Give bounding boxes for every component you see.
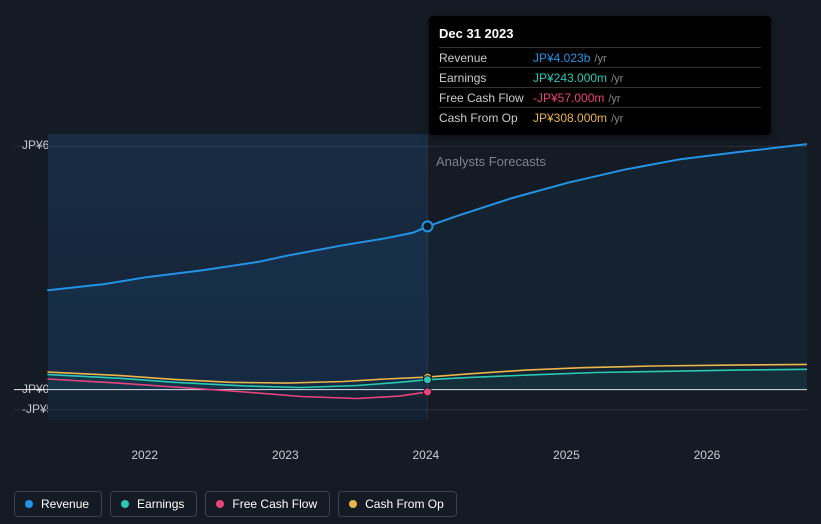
legend-label: Free Cash Flow (232, 497, 317, 511)
legend-dot-icon (121, 500, 129, 508)
tooltip-label: Earnings (439, 71, 533, 85)
tooltip-unit: /yr (594, 53, 606, 65)
legend-label: Earnings (137, 497, 184, 511)
legend-dot-icon (349, 500, 357, 508)
tooltip-unit: /yr (608, 93, 620, 105)
legend-label: Cash From Op (365, 497, 444, 511)
tooltip-row-revenue: Revenue JP¥4.023b /yr (439, 48, 761, 68)
tooltip-label: Cash From Op (439, 111, 533, 125)
tooltip-label: Free Cash Flow (439, 91, 533, 105)
tooltip-unit: /yr (611, 73, 623, 85)
legend-item-revenue[interactable]: Revenue (14, 491, 102, 517)
chart-tooltip: Dec 31 2023 Revenue JP¥4.023b /yr Earnin… (429, 16, 771, 135)
tooltip-row-fcf: Free Cash Flow -JP¥57.000m /yr (439, 88, 761, 108)
tooltip-row-cfo: Cash From Op JP¥308.000m /yr (439, 108, 761, 127)
tooltip-label: Revenue (439, 51, 533, 65)
tooltip-value: JP¥243.000m (533, 71, 607, 85)
tooltip-row-earnings: Earnings JP¥243.000m /yr (439, 68, 761, 88)
tooltip-value: JP¥4.023b (533, 51, 590, 65)
tooltip-unit: /yr (611, 113, 623, 125)
tooltip-value: JP¥308.000m (533, 111, 607, 125)
tooltip-date: Dec 31 2023 (439, 26, 761, 48)
legend: Revenue Earnings Free Cash Flow Cash Fro… (14, 491, 457, 517)
legend-dot-icon (216, 500, 224, 508)
tooltip-value: -JP¥57.000m (533, 91, 604, 105)
legend-item-fcf[interactable]: Free Cash Flow (205, 491, 330, 517)
legend-item-earnings[interactable]: Earnings (110, 491, 197, 517)
legend-dot-icon (25, 500, 33, 508)
legend-item-cfo[interactable]: Cash From Op (338, 491, 457, 517)
legend-label: Revenue (41, 497, 89, 511)
chart-area: Dec 31 2023 Revenue JP¥4.023b /yr Earnin… (14, 14, 807, 476)
chart-container: Dec 31 2023 Revenue JP¥4.023b /yr Earnin… (0, 0, 821, 524)
